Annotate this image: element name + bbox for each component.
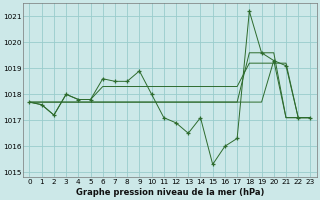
X-axis label: Graphe pression niveau de la mer (hPa): Graphe pression niveau de la mer (hPa): [76, 188, 264, 197]
